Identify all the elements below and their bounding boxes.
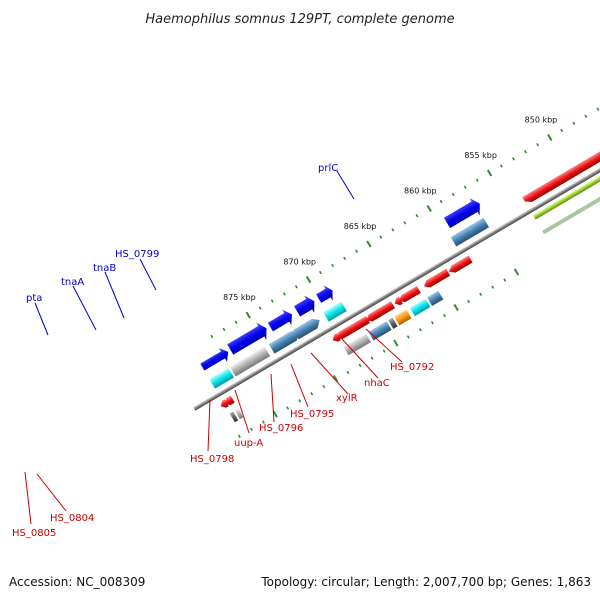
gene-arrow <box>449 255 473 273</box>
scale-label-870: 870 kbp <box>283 257 316 266</box>
genome-backbone <box>193 51 600 411</box>
minor-ticks-upper <box>210 107 600 339</box>
gene-label-HS_0799: HS_0799 <box>115 249 159 291</box>
gene-arrow <box>336 315 371 340</box>
gene-label-tnaB: tnaB <box>93 263 125 319</box>
gene-block <box>368 321 392 341</box>
gene-label-HS_0804: HS_0804 <box>36 473 94 524</box>
scale-860: 860 kbp <box>404 186 437 213</box>
gene-label-HS_0805: HS_0805 <box>12 471 56 539</box>
forward-gene-labels: prlC HS_0799 tnaB tnaA pta <box>26 163 355 336</box>
reverse-gene-labels: HS_0792 nhaC xylR HS_0795 HS_0796 uup-A … <box>12 328 434 539</box>
gene-block <box>230 346 271 377</box>
gene-arrow <box>399 286 421 303</box>
gene-arrow <box>443 198 480 229</box>
svg-text:HS_0798: HS_0798 <box>190 454 234 465</box>
forward-features-inner <box>209 49 600 389</box>
gene-arrow <box>394 296 403 306</box>
scale-label-860: 860 kbp <box>404 186 437 195</box>
tick-ring-lower <box>237 268 520 439</box>
gene-line-band <box>522 49 600 202</box>
svg-text:prlC: prlC <box>318 163 338 174</box>
svg-text:HS_0805: HS_0805 <box>12 528 56 539</box>
gene-label-HS_0792: HS_0792 <box>365 328 434 373</box>
gene-arrow <box>450 217 490 247</box>
svg-text:HS_0804: HS_0804 <box>50 513 94 524</box>
svg-text:tnaA: tnaA <box>61 277 84 288</box>
accession-text: Accession: NC_008309 <box>9 575 145 589</box>
forward-features-outer <box>200 198 480 371</box>
gene-arrow <box>316 285 333 303</box>
gene-block <box>409 298 431 317</box>
svg-text:HS_0799: HS_0799 <box>115 249 159 260</box>
scale-label-875: 875 kbp <box>223 293 256 302</box>
gene-block <box>427 290 444 307</box>
svg-text:HS_0792: HS_0792 <box>390 362 434 373</box>
genome-band: 850 kbp 855 kbp 860 kbp 865 kbp 870 kbp … <box>193 49 600 439</box>
svg-text:HS_0795: HS_0795 <box>290 409 334 420</box>
gene-block <box>323 301 347 322</box>
svg-text:uup-A: uup-A <box>234 438 263 449</box>
svg-text:HS_0796: HS_0796 <box>259 423 303 434</box>
gene-label-tnaA: tnaA <box>61 277 97 331</box>
gene-arrow <box>267 309 292 332</box>
scale-865: 865 kbp <box>344 222 377 248</box>
scale-label-855: 855 kbp <box>464 151 497 160</box>
gene-arrow <box>268 330 299 354</box>
gene-arrow <box>227 322 267 355</box>
gene-arrow <box>293 318 320 340</box>
gene-block <box>209 368 234 389</box>
gene-label-prlC: prlC <box>318 163 355 200</box>
scale-850: 850 kbp <box>525 115 558 141</box>
gene-block <box>229 411 239 423</box>
gene-label-HS_0796: HS_0796 <box>259 373 303 434</box>
svg-text:nhaC: nhaC <box>364 378 390 389</box>
scale-855: 855 kbp <box>464 151 497 177</box>
gene-label-HS_0795: HS_0795 <box>290 363 334 420</box>
svg-text:xylR: xylR <box>336 393 358 404</box>
reverse-features-outer <box>229 83 600 423</box>
scale-875: 875 kbp <box>223 293 256 319</box>
gene-arrow <box>200 348 229 371</box>
tick-ring-upper: 850 kbp 855 kbp 860 kbp 865 kbp 870 kbp … <box>210 107 600 339</box>
gene-arrow <box>225 395 235 406</box>
gene-label-xylR: xylR <box>310 352 358 404</box>
gene-label-uup-A: uup-A <box>234 389 263 449</box>
genome-summary-text: Topology: circular; Length: 2,007,700 bp… <box>260 575 591 589</box>
gene-arrow <box>220 399 229 408</box>
map-title: Haemophilus somnus 129PT, complete genom… <box>145 12 454 27</box>
gene-label-HS_0798: HS_0798 <box>190 399 234 465</box>
scale-870: 870 kbp <box>283 257 316 284</box>
gene-arrow <box>424 268 451 288</box>
scale-label-865: 865 kbp <box>344 222 377 231</box>
gene-label-pta: pta <box>26 293 49 336</box>
gene-arrow <box>294 295 315 317</box>
green-line-band <box>533 68 600 220</box>
gene-block <box>394 309 412 326</box>
svg-text:pta: pta <box>26 293 42 304</box>
gene-arrow <box>366 301 396 322</box>
gene-block <box>388 317 398 329</box>
gene-block <box>343 333 371 356</box>
reverse-features-inner <box>220 68 600 408</box>
gene-block <box>234 408 244 420</box>
gene-label-nhaC: nhaC <box>341 338 390 389</box>
scale-label-850: 850 kbp <box>525 115 558 124</box>
svg-text:tnaB: tnaB <box>93 263 116 274</box>
